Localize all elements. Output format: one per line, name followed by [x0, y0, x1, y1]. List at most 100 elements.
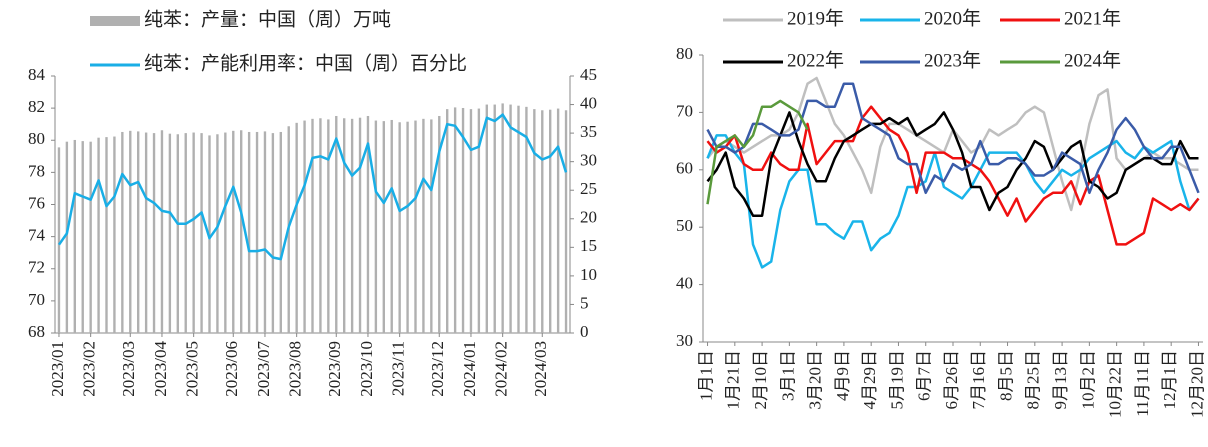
- x-tick-label: 3月1日: [778, 350, 797, 401]
- x-tick-label: 11月11日: [1133, 350, 1152, 417]
- bar: [517, 105, 520, 333]
- legend-label: 纯苯：产量：中国（周）万吨: [144, 8, 391, 30]
- y-tick-label: 78: [28, 161, 45, 180]
- bar: [382, 121, 385, 334]
- line: [706, 105, 1200, 246]
- x-tick-label: 2024/02: [492, 341, 511, 397]
- x-tick-label: 4月9日: [833, 350, 852, 401]
- x-tick-label: 3月20日: [806, 350, 825, 410]
- bar: [327, 119, 330, 333]
- x-tick-label: 1月1日: [696, 350, 715, 401]
- bar: [446, 109, 449, 333]
- x-tick-label: 6月26日: [942, 350, 961, 410]
- bar: [501, 103, 504, 333]
- bar: [469, 109, 473, 333]
- x-tick-label: 9月13日: [1051, 350, 1070, 410]
- y2-tick-label: 30: [580, 151, 597, 170]
- x-tick-label: 7月16日: [969, 350, 988, 410]
- line: [706, 111, 1199, 217]
- bar: [295, 122, 298, 333]
- y2-tick-label: 35: [580, 122, 597, 141]
- bar: [224, 132, 227, 333]
- y-tick-label: 70: [676, 101, 693, 120]
- x-tick-label: 2023/03: [119, 341, 138, 397]
- bar: [493, 104, 496, 333]
- bar: [430, 119, 433, 333]
- y-tick-label: 74: [28, 226, 46, 245]
- x-tick-label: 2023/04: [151, 341, 170, 397]
- y-tick-label: 82: [28, 97, 45, 116]
- bar: [89, 141, 92, 333]
- legend-label: 2020年: [924, 7, 981, 29]
- bar: [390, 119, 393, 333]
- bar: [406, 121, 409, 333]
- bar: [240, 130, 243, 333]
- bar: [105, 137, 108, 333]
- x-tick-label: 5月19日: [887, 350, 906, 410]
- x-tick-label: 2023/09: [325, 341, 344, 397]
- bar: [453, 107, 457, 334]
- y2-tick-label: 5: [580, 293, 589, 312]
- y2-tick-label: 45: [580, 65, 597, 84]
- legend-label: 2024年: [1064, 49, 1121, 71]
- y-tick-label: 40: [676, 274, 693, 293]
- y-tick-label: 80: [28, 129, 45, 148]
- legend-label: 2021年: [1064, 7, 1121, 29]
- legend-label: 2023年: [924, 49, 981, 71]
- y-tick-label: 76: [28, 193, 45, 212]
- y-tick-label: 80: [676, 44, 693, 63]
- bar: [160, 130, 164, 333]
- x-tick-label: 8月5日: [996, 350, 1015, 401]
- bar: [438, 115, 441, 333]
- bar: [121, 131, 124, 333]
- bar: [97, 137, 100, 333]
- line: [706, 99, 809, 205]
- bar: [549, 109, 552, 333]
- bar: [263, 131, 267, 333]
- x-tick-label: 2023/01: [48, 341, 67, 397]
- bar: [541, 110, 544, 334]
- bar: [57, 147, 61, 333]
- bar: [461, 107, 465, 333]
- bar: [65, 141, 69, 333]
- bar: [271, 133, 275, 333]
- x-tick-label: 10月22日: [1106, 350, 1125, 418]
- bar: [477, 108, 481, 333]
- bar: [485, 104, 488, 333]
- bar: [113, 136, 116, 333]
- bar: [556, 108, 560, 333]
- bar: [255, 131, 259, 333]
- bar: [358, 117, 362, 334]
- x-tick-label: 2024/03: [531, 341, 550, 397]
- x-tick-label: 2023/06: [222, 341, 241, 397]
- y2-tick-label: 25: [580, 179, 597, 198]
- x-tick-label: 12月20日: [1187, 350, 1206, 418]
- bar: [129, 130, 132, 333]
- line: [706, 76, 1199, 212]
- x-tick-label: 4月29日: [860, 350, 879, 410]
- x-tick-label: 2023/10: [357, 341, 376, 397]
- line: [706, 134, 1200, 269]
- x-tick-label: 2023/08: [286, 341, 305, 397]
- bar: [73, 139, 76, 333]
- x-tick-label: 2023/12: [428, 341, 447, 397]
- bar: [137, 131, 140, 333]
- y2-tick-label: 0: [580, 322, 589, 341]
- x-tick-label: 2023/02: [80, 341, 99, 397]
- x-tick-label: 10月2日: [1078, 350, 1097, 410]
- legend-swatch: [90, 16, 140, 26]
- bar: [144, 132, 148, 333]
- y-tick-label: 84: [28, 65, 46, 84]
- x-tick-label: 2023/11: [389, 341, 408, 396]
- bar: [279, 131, 282, 333]
- bar: [319, 118, 322, 333]
- line: [706, 82, 1200, 195]
- legend-label: 2019年: [787, 7, 844, 29]
- legend-label: 2022年: [787, 49, 844, 71]
- bar: [176, 134, 179, 333]
- bar: [525, 106, 528, 333]
- y-tick-label: 72: [28, 258, 45, 277]
- x-tick-label: 6月7日: [915, 350, 934, 401]
- bar: [350, 118, 354, 333]
- x-tick-label: 2023/05: [183, 341, 202, 397]
